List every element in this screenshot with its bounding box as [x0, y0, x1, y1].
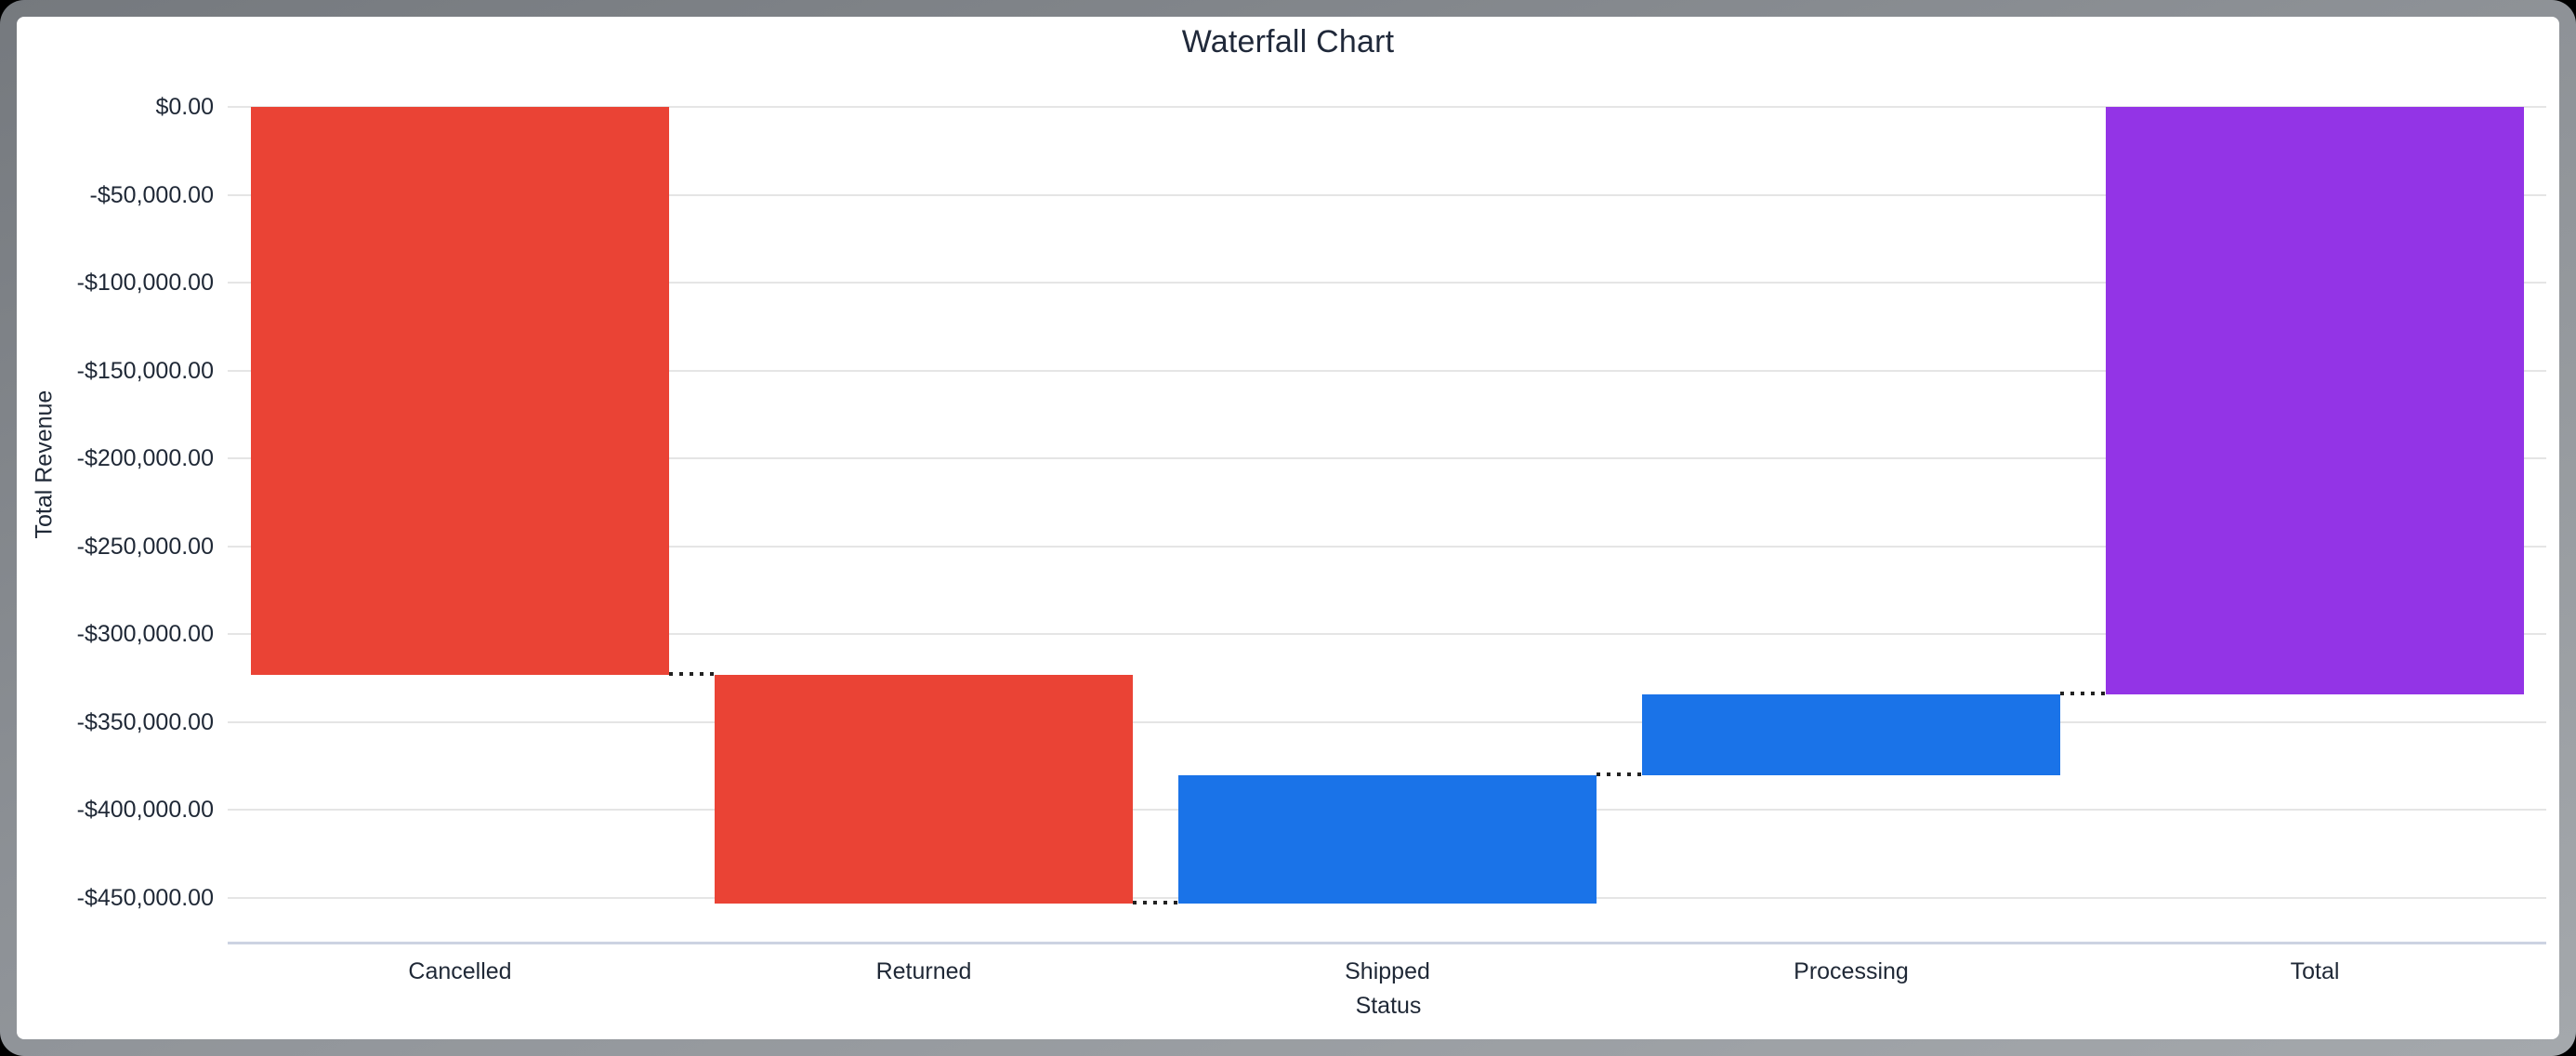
x-tick-label-total: Total — [2290, 958, 2340, 984]
gridline — [228, 546, 2546, 548]
y-tick-label: -$250,000.00 — [76, 534, 214, 560]
connector-line — [669, 672, 715, 676]
gridline — [228, 457, 2546, 459]
chart-canvas: Waterfall Chart Total Revenue Status $0.… — [17, 17, 2559, 1039]
waterfall-chart: Waterfall Chart Total Revenue Status $0.… — [17, 17, 2559, 1039]
chart-title: Waterfall Chart — [1181, 24, 1395, 59]
bar-processing[interactable] — [1642, 694, 2060, 775]
y-tick-label: -$450,000.00 — [76, 885, 214, 911]
x-axis-line — [228, 942, 2546, 944]
x-tick-label-shipped: Shipped — [1345, 958, 1430, 984]
gridline — [228, 194, 2546, 196]
connector-line — [1597, 772, 1642, 776]
y-tick-label: -$350,000.00 — [76, 709, 214, 735]
y-tick-label: $0.00 — [155, 94, 214, 120]
bar-total[interactable] — [2106, 107, 2524, 694]
y-tick-label: -$400,000.00 — [76, 797, 214, 823]
x-tick-label-returned: Returned — [875, 958, 972, 984]
bar-shipped[interactable] — [1178, 775, 1597, 904]
connector-line — [1133, 901, 1178, 904]
x-tick-label-processing: Processing — [1794, 958, 1909, 984]
bar-returned[interactable] — [715, 675, 1133, 904]
y-tick-label: -$150,000.00 — [76, 358, 214, 384]
gridline — [228, 633, 2546, 635]
gridline — [228, 106, 2546, 108]
gridline — [228, 282, 2546, 284]
connector-line — [2060, 692, 2106, 695]
bar-cancelled[interactable] — [251, 107, 669, 675]
y-tick-label: -$200,000.00 — [76, 445, 214, 471]
gridline — [228, 721, 2546, 723]
y-tick-label: -$50,000.00 — [89, 182, 214, 208]
x-axis-title: Status — [1355, 993, 1422, 1019]
y-tick-label: -$300,000.00 — [76, 621, 214, 647]
y-tick-label: -$100,000.00 — [76, 270, 214, 296]
x-tick-label-cancelled: Cancelled — [408, 958, 512, 984]
gridline — [228, 370, 2546, 372]
